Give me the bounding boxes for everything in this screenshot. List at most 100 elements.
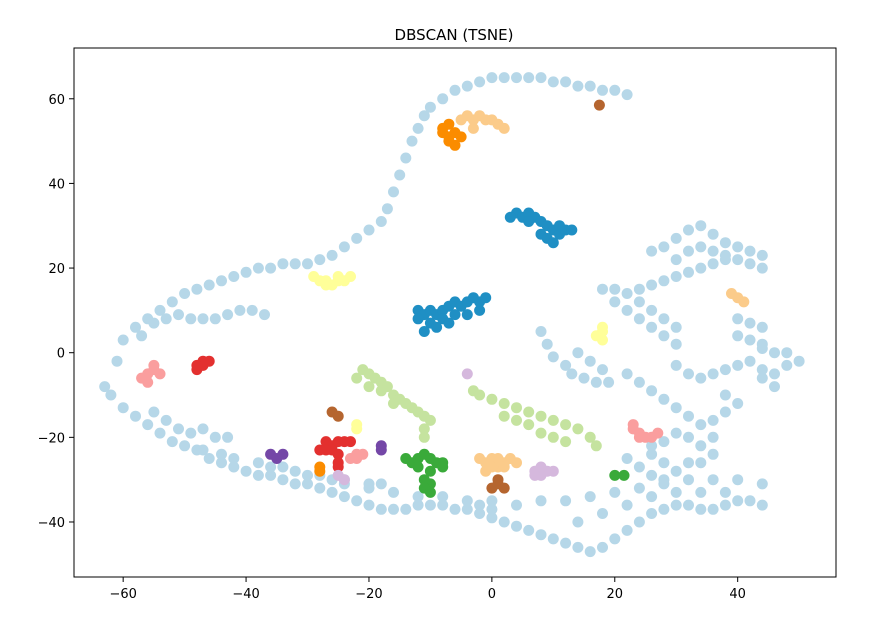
scatter-point (695, 440, 707, 452)
scatter-point (744, 317, 756, 329)
scatter-point (148, 359, 160, 371)
scatter-point (424, 465, 436, 477)
scatter-point (511, 402, 522, 414)
scatter-point (461, 503, 473, 515)
scatter-point (228, 461, 240, 473)
scatter-point (117, 402, 129, 414)
scatter-point (683, 266, 694, 278)
scatter-point (136, 330, 148, 342)
scatter-point (744, 334, 756, 346)
plot-area (99, 72, 805, 558)
scatter-point (498, 482, 510, 494)
scatter-point (621, 89, 633, 101)
scatter-point (646, 304, 658, 316)
scatter-point (744, 258, 756, 270)
scatter-point (99, 381, 111, 393)
scatter-point (560, 359, 572, 371)
scatter-point (603, 376, 615, 388)
scatter-point (179, 288, 191, 299)
scatter-point (658, 330, 670, 342)
scatter-point (394, 169, 406, 181)
scatter-point (314, 444, 326, 456)
scatter-point (449, 503, 461, 515)
scatter-point (498, 516, 510, 528)
scatter-point (474, 499, 486, 511)
scatter-point (486, 503, 498, 515)
x-tick-label: −60 (109, 587, 136, 602)
y-tick-label: 40 (48, 177, 65, 192)
scatter-point (449, 84, 461, 96)
scatter-point (646, 469, 658, 481)
scatter-point (375, 216, 387, 227)
scatter-point (461, 80, 473, 92)
scatter-point (658, 393, 670, 405)
scatter-point (584, 546, 596, 558)
scatter-point (486, 461, 498, 473)
scatter-point (683, 457, 694, 469)
scatter-point (431, 321, 443, 333)
scatter-point (474, 508, 486, 519)
scatter-point (535, 410, 547, 422)
scatter-point (345, 436, 356, 448)
scatter-point (597, 508, 608, 519)
scatter-point (609, 296, 621, 308)
scatter-point (646, 508, 658, 519)
scatter-point (695, 220, 707, 232)
scatter-point (400, 152, 412, 164)
scatter-point (707, 414, 719, 426)
scatter-point (252, 457, 264, 469)
scatter-point (437, 93, 449, 105)
scatter-point (480, 292, 492, 304)
y-tick-label: 20 (48, 262, 65, 277)
scatter-point (683, 499, 694, 511)
scatter-point (535, 72, 547, 84)
scatter-point (314, 465, 326, 477)
scatter-point (621, 288, 633, 299)
scatter-point (609, 283, 621, 295)
scatter-point (424, 486, 436, 498)
scatter-point (418, 423, 430, 435)
scatter-point (314, 254, 326, 266)
scatter-point (173, 309, 184, 321)
scatter-point (351, 372, 363, 384)
scatter-point (547, 465, 559, 477)
scatter-point (216, 457, 227, 469)
y-axis: −40 −20 0 20 40 60 (38, 93, 74, 531)
scatter-point (474, 389, 486, 401)
scatter-point (597, 283, 608, 295)
scatter-point (277, 474, 289, 486)
scatter-point (609, 486, 621, 498)
scatter-point (769, 347, 780, 359)
scatter-point (584, 80, 596, 92)
scatter-point (424, 101, 436, 113)
scatter-point (652, 427, 664, 439)
scatter-point (756, 478, 768, 490)
scatter-point (670, 232, 682, 244)
scatter-point (252, 469, 264, 481)
scatter-point (351, 453, 363, 464)
scatter-point (142, 376, 154, 388)
scatter-point (670, 486, 682, 498)
scatter-point (744, 355, 756, 367)
scatter-point (719, 364, 731, 376)
scatter-point (756, 364, 768, 376)
scatter-point (683, 245, 694, 257)
scatter-point (228, 271, 240, 282)
scatter-point (363, 499, 375, 511)
scatter-point (412, 313, 424, 325)
scatter-point (781, 359, 793, 371)
scatter-point (646, 448, 658, 460)
scatter-point (719, 237, 731, 249)
scatter-point (289, 258, 301, 270)
scatter-point (314, 482, 326, 494)
scatter-point (584, 491, 596, 503)
scatter-point (142, 419, 154, 431)
scatter-point (418, 110, 430, 122)
scatter-point (793, 355, 805, 367)
scatter-point (461, 309, 473, 321)
scatter-point (185, 313, 197, 325)
x-tick-label: −20 (355, 587, 382, 602)
scatter-point (756, 249, 768, 261)
scatter-point (351, 419, 363, 431)
